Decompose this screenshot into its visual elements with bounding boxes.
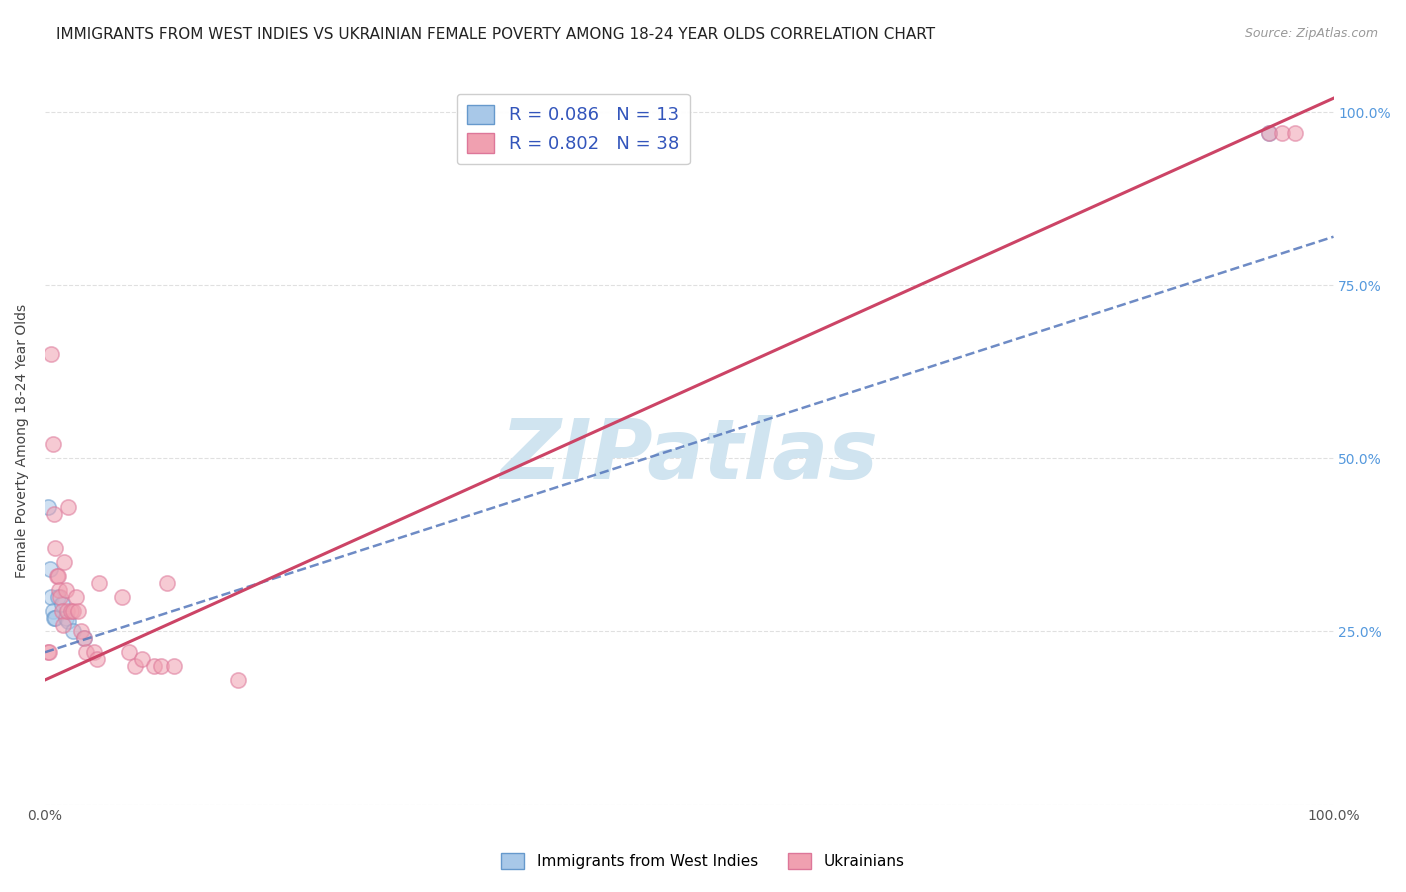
Point [41,604,63,618]
Point [226,673,249,687]
Text: IMMIGRANTS FROM WEST INDIES VS UKRAINIAN FEMALE POVERTY AMONG 18-24 YEAR OLDS CO: IMMIGRANTS FROM WEST INDIES VS UKRAINIAN… [56,27,935,42]
Point [42,507,65,521]
Legend: Immigrants from West Indies, Ukrainians: Immigrants from West Indies, Ukrainians [495,847,911,875]
Point [48,582,70,597]
Point [67,604,90,618]
Point [118,645,141,659]
Point [163,659,186,673]
Point [55,610,77,624]
Point [72,632,94,646]
Point [143,659,166,673]
Point [52,617,75,632]
Point [44,610,66,624]
Point [46,590,69,604]
Point [56,604,79,618]
Point [39,562,62,576]
Text: Source: ZipAtlas.com: Source: ZipAtlas.com [1244,27,1378,40]
Point [83,645,105,659]
Point [62,604,84,618]
Point [72,632,94,646]
Point [49,590,72,604]
Point [56,500,79,514]
Point [65,590,87,604]
Point [53,555,76,569]
Point [59,604,82,618]
Point [45,569,67,583]
Point [131,652,153,666]
Point [51,604,73,618]
Point [44,541,66,556]
Point [41,347,63,361]
Point [55,582,77,597]
Point [70,624,93,639]
Point [1284,126,1306,140]
Point [62,624,84,639]
Point [75,645,97,659]
Point [37,500,59,514]
Point [87,576,110,591]
Point [1258,126,1281,140]
Point [156,576,179,591]
Point [1271,126,1294,140]
Point [38,645,60,659]
Point [41,590,63,604]
Point [86,652,108,666]
Point [124,659,146,673]
Text: ZIPatlas: ZIPatlas [501,415,879,496]
Legend: R = 0.086   N = 13, R = 0.802   N = 38: R = 0.086 N = 13, R = 0.802 N = 38 [457,94,690,164]
Point [1258,126,1281,140]
Point [37,645,59,659]
Point [42,610,65,624]
Y-axis label: Female Poverty Among 18-24 Year Olds: Female Poverty Among 18-24 Year Olds [15,304,30,578]
Point [149,659,172,673]
Point [41,437,63,451]
Point [111,590,134,604]
Point [51,597,73,611]
Point [46,569,69,583]
Point [56,614,79,628]
